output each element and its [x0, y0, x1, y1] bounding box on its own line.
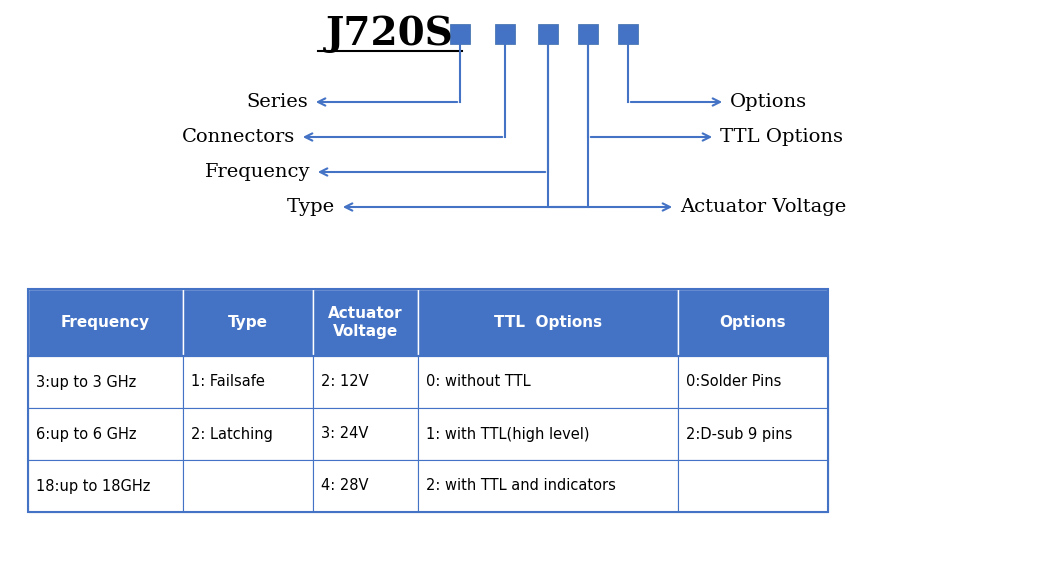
Bar [28, 460, 183, 512]
Bar [678, 408, 828, 460]
Text: Type: Type [287, 198, 335, 216]
Text: Actuator Voltage: Actuator Voltage [680, 198, 846, 216]
Bar [313, 356, 418, 408]
Text: TTL  Options: TTL Options [493, 315, 603, 330]
Bar [618, 24, 638, 44]
Text: 2: with TTL and indicators: 2: with TTL and indicators [426, 478, 616, 494]
Text: 6:up to 6 GHz: 6:up to 6 GHz [36, 427, 137, 442]
Text: Frequency: Frequency [204, 163, 310, 181]
Bar [28, 356, 828, 512]
Text: 3:up to 3 GHz: 3:up to 3 GHz [36, 374, 137, 389]
Text: Connectors: Connectors [182, 128, 295, 146]
Bar [538, 24, 558, 44]
Bar [28, 289, 183, 356]
Text: 2:D-sub 9 pins: 2:D-sub 9 pins [686, 427, 792, 442]
Bar [495, 24, 515, 44]
Bar [28, 408, 183, 460]
Text: 1: with TTL(high level): 1: with TTL(high level) [426, 427, 590, 442]
Bar [678, 289, 828, 356]
Bar [28, 356, 183, 408]
Bar [183, 356, 313, 408]
Text: Actuator
Voltage: Actuator Voltage [328, 306, 402, 339]
Text: Type: Type [228, 315, 268, 330]
Text: 0:Solder Pins: 0:Solder Pins [686, 374, 782, 389]
Text: 2: Latching: 2: Latching [191, 427, 273, 442]
Bar [183, 289, 313, 356]
Bar [28, 289, 828, 356]
Text: Options: Options [730, 93, 807, 111]
Text: 4: 28V: 4: 28V [321, 478, 369, 494]
Text: J720S: J720S [326, 15, 454, 53]
Bar [678, 356, 828, 408]
Text: 18:up to 18GHz: 18:up to 18GHz [36, 478, 150, 494]
Bar [578, 24, 598, 44]
Bar [418, 408, 678, 460]
Bar [313, 289, 418, 356]
Text: Options: Options [720, 315, 787, 330]
Text: 3: 24V: 3: 24V [321, 427, 369, 442]
Bar [418, 460, 678, 512]
Bar [678, 460, 828, 512]
Text: TTL Options: TTL Options [720, 128, 843, 146]
Text: 2: 12V: 2: 12V [321, 374, 369, 389]
Bar [313, 408, 418, 460]
Bar [183, 408, 313, 460]
Text: Frequency: Frequency [61, 315, 150, 330]
Bar [418, 356, 678, 408]
Text: Series: Series [247, 93, 308, 111]
Bar [418, 289, 678, 356]
Bar [450, 24, 470, 44]
Text: 1: Failsafe: 1: Failsafe [191, 374, 265, 389]
Bar [313, 460, 418, 512]
Text: 0: without TTL: 0: without TTL [426, 374, 531, 389]
Bar [183, 460, 313, 512]
